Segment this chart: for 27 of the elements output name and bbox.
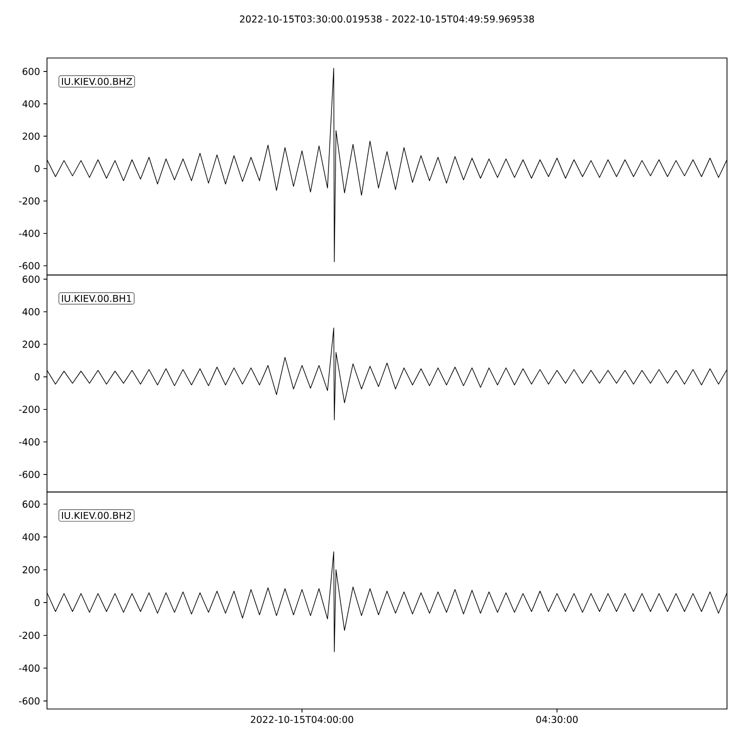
y-tick-label: 0 xyxy=(34,373,40,380)
y-tick-label: -600 xyxy=(19,262,40,270)
y-tick-label: -400 xyxy=(19,438,40,446)
y-tick-label: 400 xyxy=(22,533,40,541)
y-tick-label: -400 xyxy=(19,664,40,672)
y-tick-label: 200 xyxy=(22,340,40,348)
y-tick-label: -200 xyxy=(19,632,40,639)
y-tick-label: 600 xyxy=(22,68,40,76)
y-tick-label: -200 xyxy=(19,197,40,205)
y-tick-label: 400 xyxy=(22,308,40,316)
y-tick-label: 600 xyxy=(22,276,40,283)
annotation: IU.KIEV.00.BH2 xyxy=(62,512,132,520)
y-tick-label: 200 xyxy=(22,566,40,574)
y-tick-label: -600 xyxy=(19,697,40,705)
y-tick-label: 0 xyxy=(34,598,40,606)
annotation: IU.KIEV.00.BH1 xyxy=(62,294,132,302)
y-tick-label: -200 xyxy=(19,406,40,413)
y-tick-label: 0 xyxy=(34,164,40,172)
x-tick-label: 04:30:00 xyxy=(536,716,578,724)
chart-title: 2022-10-15T03:30:00.019538 - 2022-10-15T04:49:59.969538 xyxy=(240,15,534,23)
annotation: IU.KIEV.00.BHZ xyxy=(62,78,132,86)
x-tick-label: 2022-10-15T04:00:00 xyxy=(250,716,354,724)
y-tick-label: 400 xyxy=(22,100,40,108)
y-tick-label: -400 xyxy=(19,230,40,237)
y-tick-label: -600 xyxy=(19,470,40,478)
y-tick-label: 600 xyxy=(22,500,40,508)
y-tick-label: 200 xyxy=(22,132,40,140)
